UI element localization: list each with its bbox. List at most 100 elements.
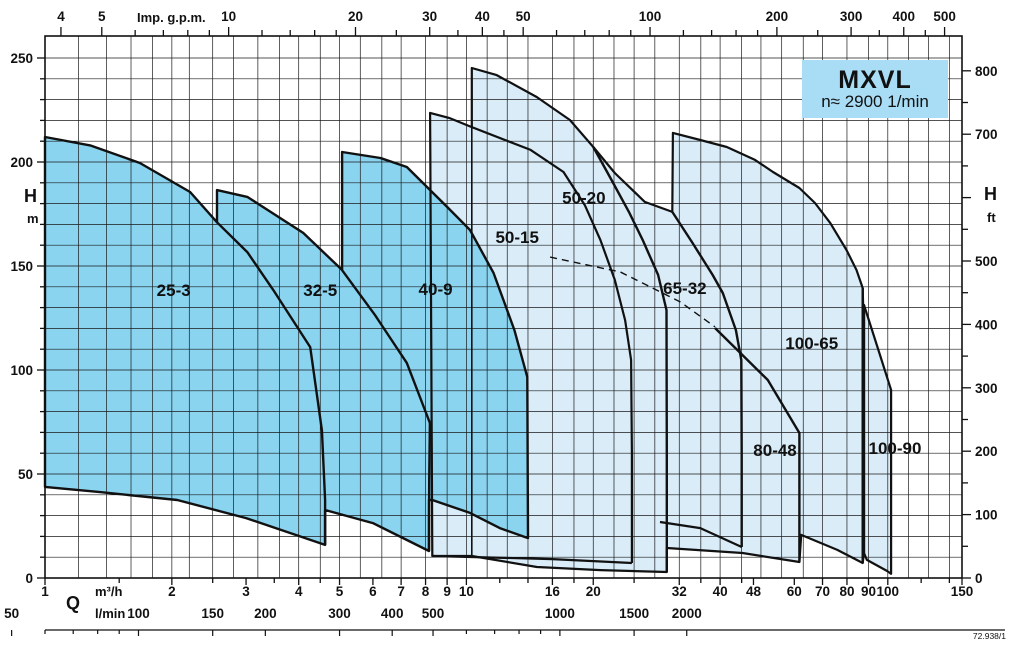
- pump-label-100-90: 100-90: [869, 439, 922, 458]
- tick-label: 400: [892, 9, 915, 24]
- tick-label: 70: [815, 584, 830, 599]
- tick-label: 100: [975, 508, 998, 523]
- tick-label: 32: [672, 584, 687, 599]
- pump-label-40-9: 40-9: [419, 280, 453, 299]
- tick-label: 100: [639, 9, 662, 24]
- tick-label: 5: [336, 584, 344, 599]
- tick-label: 5: [98, 9, 106, 24]
- tick-label: 16: [545, 584, 561, 599]
- tick-label: 3: [242, 584, 250, 599]
- pump-label-100-65: 100-65: [785, 334, 838, 353]
- tick-label: 400: [381, 606, 404, 621]
- 50-15-max-curve: [471, 126, 633, 563]
- tick-label: 700: [975, 127, 998, 142]
- left-axis-letter: H: [24, 186, 37, 206]
- lmin-axis: [11, 629, 1005, 636]
- tick-label: 500: [975, 254, 998, 269]
- light-group-fill: [430, 68, 892, 574]
- tick-label: 20: [348, 9, 363, 24]
- tick-label: 1: [41, 584, 49, 599]
- top-axis-unit-label: Imp. g.p.m.: [137, 10, 206, 25]
- tick-label: 50: [18, 467, 33, 482]
- tick-label: 300: [328, 606, 351, 621]
- 65-32-right-limit: [671, 211, 743, 547]
- pump-label-80-48: 80-48: [753, 441, 796, 460]
- tick-label: 200: [766, 9, 789, 24]
- left-axis-unit: m: [27, 211, 39, 226]
- tick-label: 40: [475, 9, 490, 24]
- limit-dashed-line: [549, 256, 716, 328]
- tick-label: 150: [201, 606, 224, 621]
- tick-label: 150: [951, 584, 974, 599]
- 25-3-right-limit: [216, 221, 327, 545]
- 50-20-right-limit: [592, 146, 668, 572]
- title-box: MXVL n≈ 2900 1/min: [802, 60, 948, 118]
- tick-label: 4: [295, 584, 303, 599]
- tick-label: 1000: [545, 606, 575, 621]
- envelope-outlines: [43, 66, 893, 575]
- pump-label-50-20: 50-20: [562, 188, 605, 207]
- right-axis-unit: ft: [987, 210, 996, 225]
- light-group-outline: [429, 66, 893, 575]
- right-axis-letter: H: [984, 184, 997, 204]
- tick-label: 800: [975, 64, 998, 79]
- m3h-axis: [44, 578, 963, 585]
- tick-label: 400: [975, 317, 998, 332]
- pump-label-25-3: 25-3: [157, 281, 191, 300]
- tick-label: 200: [254, 606, 277, 621]
- tick-label: 10: [459, 584, 474, 599]
- tick-label: 200: [10, 155, 33, 170]
- lmin-unit-label: l/min: [95, 606, 126, 621]
- tick-label: 60: [787, 584, 802, 599]
- tick-label: 500: [933, 9, 956, 24]
- tick-label: 8: [422, 584, 430, 599]
- flow-axis-letter: Q: [66, 593, 81, 613]
- tick-label: 40: [713, 584, 728, 599]
- tick-label: 300: [975, 381, 998, 396]
- document-number: 72.938/1: [972, 631, 1006, 641]
- tick-label: 2: [168, 584, 176, 599]
- 65-32-min-curve: [659, 520, 743, 549]
- m3h-unit-label: m³/h: [95, 584, 123, 599]
- speed-label: n≈ 2900 1/min: [821, 91, 929, 111]
- pump-label-32-5: 32-5: [303, 281, 337, 300]
- tick-label: 100: [877, 584, 900, 599]
- tick-label: 48: [746, 584, 762, 599]
- tick-label: 1500: [619, 606, 649, 621]
- tick-label: 30: [422, 9, 437, 24]
- tick-label: 250: [10, 51, 33, 66]
- pump-labels: 25-3 32-5 40-9 50-15 50-20 65-32 100-65 80-48 10…: [157, 188, 922, 460]
- tick-label: 6: [369, 584, 377, 599]
- top-axis: [60, 27, 946, 36]
- series-title: MXVL: [838, 65, 912, 94]
- 32-5-right-limit: [427, 422, 432, 552]
- tick-label: 500: [422, 606, 445, 621]
- tick-label: 7: [397, 584, 405, 599]
- tick-label: 2000: [672, 606, 702, 621]
- tick-label: 200: [975, 444, 998, 459]
- 50-15-left-edge: [429, 112, 434, 557]
- tick-label: 100: [127, 606, 150, 621]
- tick-label: 9: [443, 584, 451, 599]
- tick-label: 0: [25, 571, 33, 586]
- tick-label: 50: [516, 9, 531, 24]
- tick-label: 4: [57, 9, 65, 24]
- pump-label-50-15: 50-15: [495, 228, 538, 247]
- pump-label-65-32: 65-32: [663, 279, 706, 298]
- left-axis: [37, 57, 45, 579]
- tick-label: 300: [840, 9, 863, 24]
- tick-label: 100: [10, 363, 33, 378]
- tick-label: 50: [4, 606, 19, 621]
- tick-label: 20: [586, 584, 601, 599]
- tick-label: 150: [10, 259, 33, 274]
- 32-5-top-extension: [341, 269, 432, 424]
- tick-label: 10: [221, 9, 236, 24]
- tick-label: 90: [861, 584, 876, 599]
- dark-group-fill: [45, 137, 528, 551]
- grid: [45, 36, 962, 578]
- right-axis: [962, 70, 971, 579]
- envelope-fills: [45, 68, 892, 574]
- tick-label: 80: [839, 584, 854, 599]
